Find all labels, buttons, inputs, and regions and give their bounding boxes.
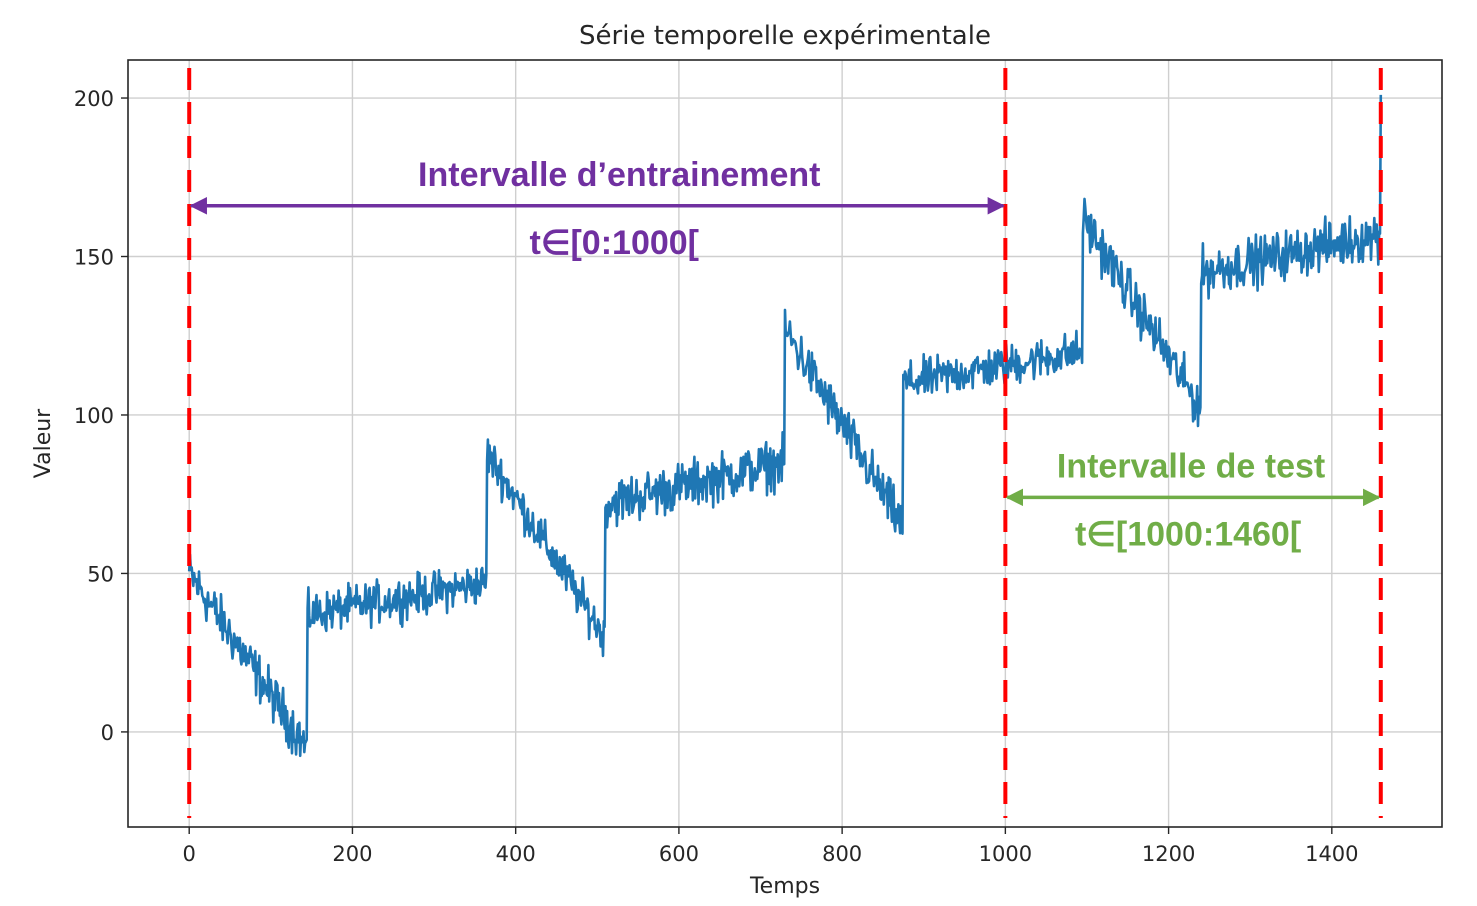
annotations: Intervalle d’entrainement t∈[0:1000[ Inter… [189, 156, 1381, 553]
split-lines [187, 68, 1383, 818]
y-tick-label: 100 [74, 404, 114, 428]
x-tick-label: 1000 [979, 842, 1032, 866]
series-line [187, 94, 1383, 758]
test-interval-label: Intervalle de test [1057, 447, 1325, 485]
test-interval-range: t∈[1000:1460[ [1075, 515, 1301, 553]
data-series [187, 94, 1383, 758]
train-interval-range: t∈[0:1000[ [530, 224, 699, 262]
plot-frame [127, 59, 1443, 828]
x-tick-label: 600 [659, 842, 699, 866]
x-axis-ticks: 0 200 400 600 800 1000 1200 1400 [183, 827, 1359, 866]
x-tick-label: 200 [332, 842, 372, 866]
chart-title: Série temporelle expérimentale [579, 21, 991, 51]
train-interval-label: Intervalle d’entrainement [418, 156, 820, 194]
x-tick-label: 1400 [1305, 842, 1358, 866]
x-axis-label: Temps [749, 874, 820, 899]
y-tick-label: 50 [87, 562, 114, 586]
x-tick-label: 400 [496, 842, 536, 866]
x-tick-label: 0 [183, 842, 196, 866]
x-tick-label: 800 [822, 842, 862, 866]
y-tick-label: 200 [74, 87, 114, 111]
y-tick-label: 150 [74, 246, 114, 270]
y-axis-ticks: 0 50 100 150 200 [74, 87, 128, 745]
y-tick-label: 0 [101, 721, 114, 745]
x-tick-label: 1200 [1142, 842, 1195, 866]
y-axis-label: Valeur [31, 408, 56, 478]
